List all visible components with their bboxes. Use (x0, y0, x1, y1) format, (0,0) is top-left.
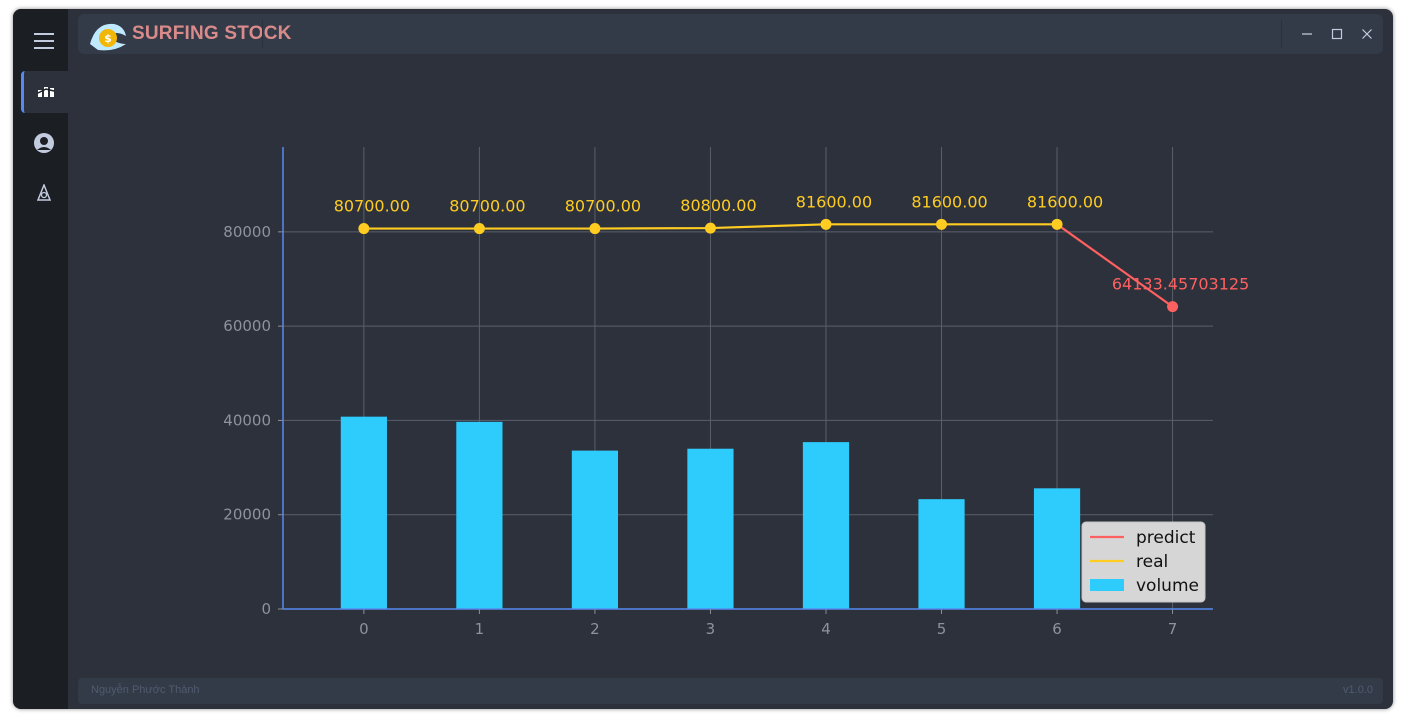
y-tick-label: 60000 (223, 317, 271, 335)
close-icon (1362, 29, 1372, 39)
real-data-label: 81600.00 (1027, 192, 1103, 211)
footer-bar: Nguyễn Phước Thành v1.0.0 (78, 678, 1383, 704)
x-tick-label: 1 (475, 620, 485, 638)
real-point (358, 223, 370, 235)
y-tick-label: 0 (261, 600, 271, 618)
predict-line (1056, 223, 1174, 308)
predict-point (1167, 301, 1179, 313)
left-menu (13, 9, 70, 709)
real-point (473, 223, 485, 235)
x-tick-label: 5 (937, 620, 947, 638)
svg-text:$: $ (104, 32, 112, 45)
y-tick-label: 40000 (223, 411, 271, 429)
volume-bar (802, 442, 850, 609)
version-label: v1.0.0 (1343, 684, 1373, 696)
legend-swatch-volume (1090, 579, 1124, 591)
real-data-label: 81600.00 (796, 192, 872, 211)
volume-bar (1033, 488, 1081, 609)
real-point (589, 223, 601, 235)
menu-toggle-button[interactable] (21, 14, 67, 68)
real-point (1051, 218, 1063, 230)
real-point (704, 222, 716, 234)
hamburger-icon (34, 33, 54, 49)
volume-bar (456, 421, 503, 609)
chart-icon (37, 87, 55, 97)
y-tick-label: 20000 (223, 506, 271, 524)
chart-area: 0 1 2 3 4 5 6 7 0 20000 40000 60000 80000 80700.00 807… (78, 57, 1383, 677)
legend-label-predict: predict (1136, 528, 1196, 548)
app-window: $ SURFING STOCK 0 1 2 3 4 5 6 7 0 20000 40000 60000… (13, 9, 1393, 709)
minimize-icon (1302, 33, 1312, 35)
app-logo: $ SURFING STOCK (86, 14, 292, 54)
title-separator (262, 20, 263, 48)
legend-label-volume: volume (1136, 576, 1199, 596)
volume-bar (918, 499, 965, 609)
real-data-label: 80800.00 (680, 196, 756, 215)
settings-icon (36, 184, 52, 201)
title-separator (1281, 20, 1282, 48)
sidebar-item-settings[interactable] (21, 172, 67, 214)
real-data-label: 81600.00 (911, 192, 987, 211)
real-point (936, 218, 948, 230)
real-data-label: 80700.00 (449, 197, 525, 216)
sidebar-item-chart[interactable] (21, 71, 70, 113)
stock-chart: 0 1 2 3 4 5 6 7 0 20000 40000 60000 80000 80700.00 807… (223, 147, 1249, 638)
real-data-label: 80700.00 (334, 197, 410, 216)
app-title: SURFING STOCK (132, 23, 292, 44)
maximize-icon (1331, 28, 1343, 40)
user-icon (34, 133, 54, 153)
real-point (820, 218, 832, 230)
x-tick-label: 0 (359, 620, 369, 638)
real-data-label: 80700.00 (565, 197, 641, 216)
x-tick-label: 7 (1168, 620, 1178, 638)
y-tick-label: 80000 (223, 223, 271, 241)
x-tick-label: 6 (1052, 620, 1062, 638)
close-button[interactable] (1355, 22, 1379, 46)
x-tick-label: 3 (706, 620, 716, 638)
x-tick-label: 4 (821, 620, 831, 638)
logo-icon: $ (90, 23, 126, 51)
volume-bar (340, 416, 387, 609)
title-bar[interactable]: $ SURFING STOCK (78, 14, 1383, 54)
legend-label-real: real (1136, 552, 1168, 572)
predict-data-label: 64133.45703125 (1112, 275, 1249, 294)
maximize-button[interactable] (1325, 22, 1349, 46)
volume-bar (571, 450, 619, 609)
x-tick-label: 2 (590, 620, 600, 638)
author-label: Nguyễn Phước Thành (91, 684, 200, 696)
sidebar-item-user[interactable] (21, 122, 67, 164)
minimize-button[interactable] (1295, 22, 1319, 46)
volume-bar (687, 448, 734, 609)
